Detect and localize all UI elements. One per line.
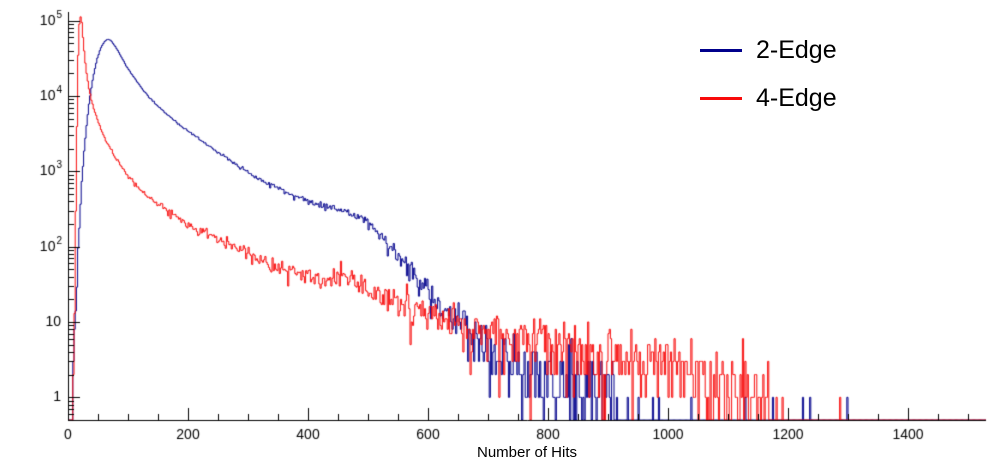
legend-label-4edge: 4-Edge [756,83,837,112]
legend-line-2edge [700,48,742,52]
legend-entry-2edge: 2-Edge [700,30,837,70]
legend-entry-4edge: 4-Edge [700,78,837,118]
legend-line-4edge [700,96,742,100]
legend: 2-Edge 4-Edge [700,30,837,118]
legend-label-2edge: 2-Edge [756,35,837,64]
x-axis-title: Number of Hits [476,444,578,461]
